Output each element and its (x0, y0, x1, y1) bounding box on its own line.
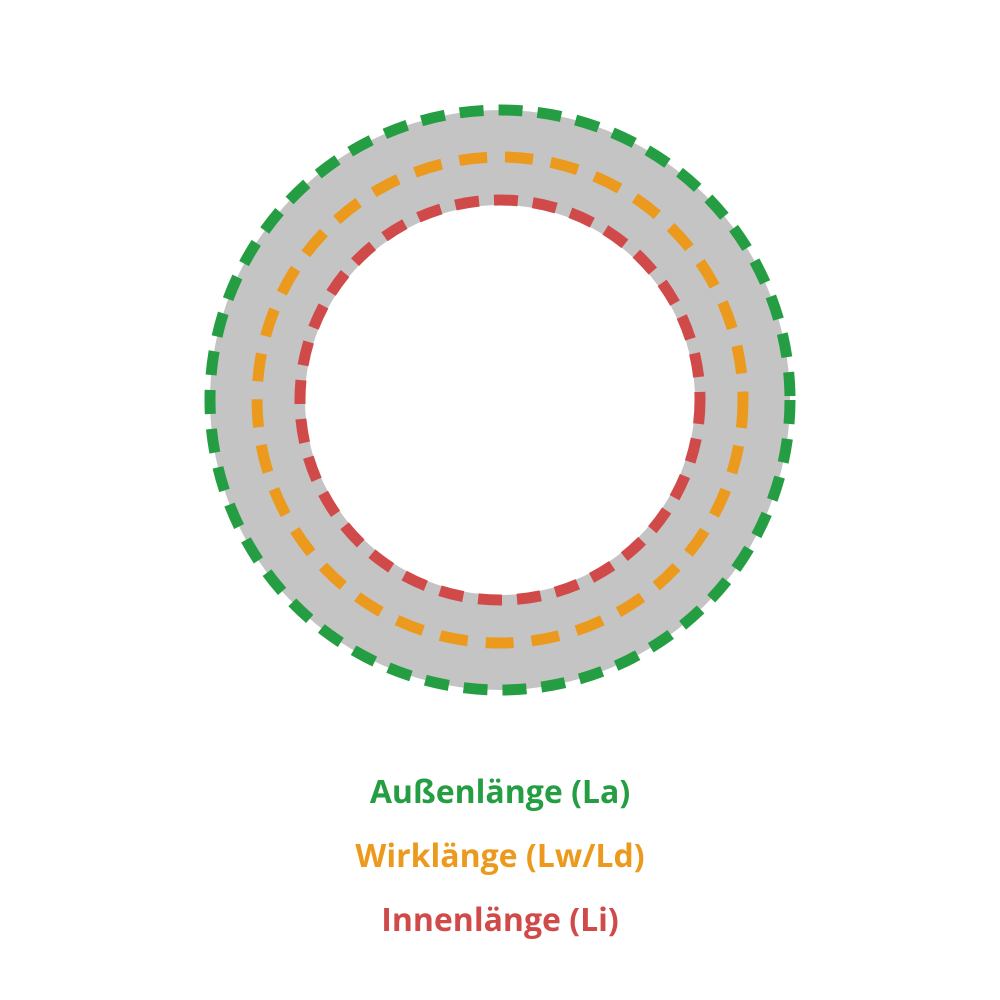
diagram-canvas: Außenlänge (La) Wirklänge (Lw/Ld) Innenl… (0, 0, 1000, 1000)
legend-line-inner: Innenlänge (Li) (0, 898, 1000, 941)
inner-length-circle (300, 200, 700, 600)
legend-line-middle: Wirklänge (Lw/Ld) (0, 834, 1000, 877)
legend-line-outer: Außenlänge (La) (0, 770, 1000, 813)
